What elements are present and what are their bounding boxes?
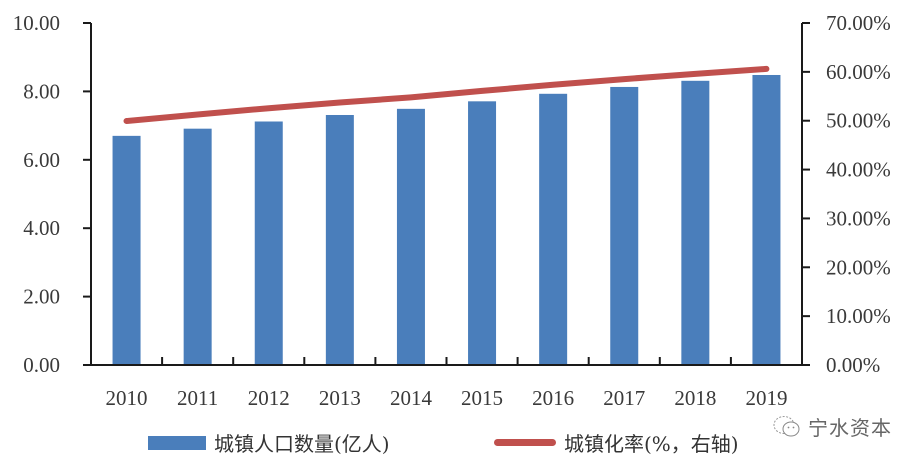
- bar-2013: [325, 114, 354, 365]
- x-axis-tick: 2011: [177, 386, 218, 410]
- x-axis-tick-labels: 2010 2011 2012 2013 2014 2015 2016 2017 2018 2019: [106, 386, 788, 410]
- bar-2012: [254, 121, 283, 365]
- bar-2014: [396, 108, 425, 365]
- line-series-urbanization-rate: [123, 65, 770, 124]
- left-axis-tick-labels: 0.00 2.00 4.00 6.00 8.00 10.00: [13, 11, 60, 377]
- right-axis-tick: 20.00%: [826, 255, 891, 279]
- left-axis-tick: 0.00: [23, 353, 60, 377]
- x-axis-tick: 2012: [248, 386, 290, 410]
- left-axis-tick: 10.00: [13, 11, 60, 35]
- x-axis-tick: 2015: [461, 386, 503, 410]
- x-axis-tick: 2019: [745, 386, 787, 410]
- right-axis-tick: 10.00%: [826, 304, 891, 328]
- x-axis-tick: 2014: [390, 386, 433, 410]
- bar-2018: [681, 80, 710, 365]
- left-axis-tick: 6.00: [23, 148, 60, 172]
- watermark-text: 宁水资本: [808, 416, 892, 440]
- x-axis-tick: 2017: [603, 386, 645, 410]
- left-axis-tick: 8.00: [23, 79, 60, 103]
- right-axis-tick: 70.00%: [826, 11, 891, 35]
- bar-2017: [610, 86, 639, 365]
- right-axis-tick: 50.00%: [826, 109, 891, 133]
- watermark: 宁水资本: [772, 412, 892, 441]
- bar-2019: [752, 74, 781, 365]
- legend-label-urban-population: 城镇人口数量(亿人): [214, 432, 390, 456]
- bar-2011: [183, 128, 212, 365]
- bar-series-urban-population: [112, 74, 781, 366]
- legend: 城镇人口数量(亿人) 城镇化率(%，右轴): [0, 428, 912, 464]
- bar-2016: [539, 93, 568, 365]
- legend-line-swatch-icon: [494, 439, 556, 446]
- bar-2015: [468, 101, 497, 366]
- right-axis-tick: 0.00%: [826, 353, 880, 377]
- left-axis-tick: 4.00: [23, 216, 60, 240]
- right-axis-tick: 30.00%: [826, 206, 891, 230]
- chart-canvas: 0.00 2.00 4.00 6.00 8.00 10.00 0.00% 10.00% 20.…: [13, 11, 891, 410]
- right-axis-tick: 60.00%: [826, 60, 891, 84]
- right-axis-tick: 40.00%: [826, 158, 891, 182]
- x-axis-tick: 2013: [319, 386, 361, 410]
- bar-2010: [112, 135, 141, 365]
- legend-item-urbanization-rate: 城镇化率(%，右轴): [494, 428, 739, 457]
- axes: [83, 22, 810, 366]
- legend-bar-swatch-icon: [148, 435, 206, 450]
- x-axis-tick: 2018: [674, 386, 716, 410]
- right-axis-tick-labels: 0.00% 10.00% 20.00% 30.00% 40.00% 50.00% 60.00…: [826, 11, 891, 377]
- legend-label-urbanization-rate: 城镇化率(%，右轴): [564, 432, 739, 456]
- wechat-icon: [773, 415, 800, 436]
- x-axis-tick: 2016: [532, 386, 574, 410]
- left-axis-tick: 2.00: [23, 285, 60, 309]
- x-axis-tick: 2010: [106, 386, 148, 410]
- legend-item-urban-population: 城镇人口数量(亿人): [148, 428, 390, 457]
